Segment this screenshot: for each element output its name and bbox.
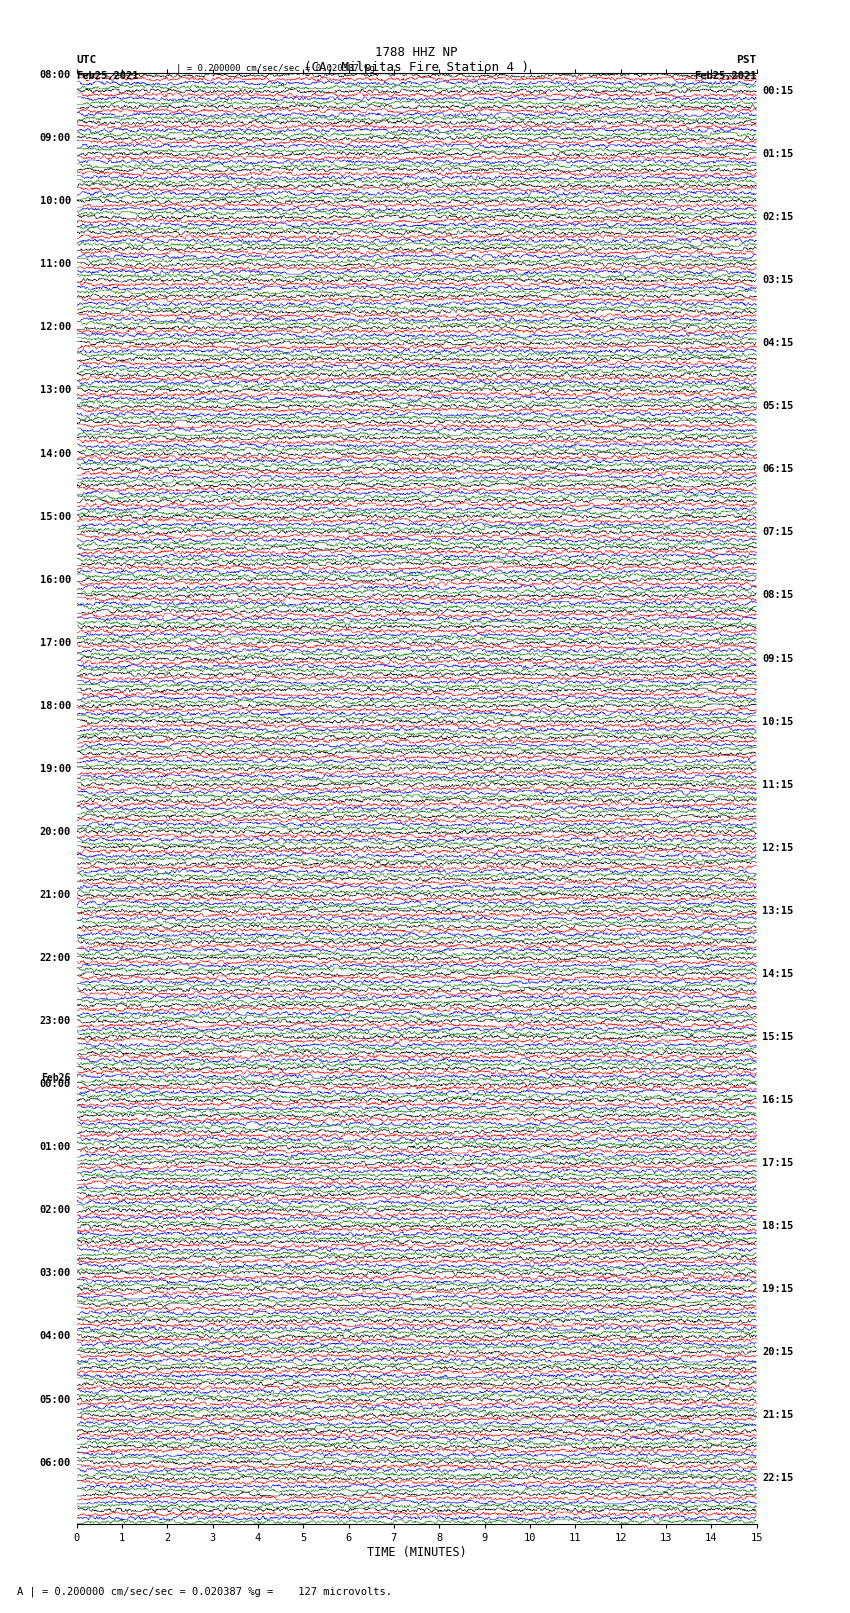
- Text: 15:15: 15:15: [762, 1032, 793, 1042]
- Text: 17:15: 17:15: [762, 1158, 793, 1168]
- Text: 05:15: 05:15: [762, 402, 793, 411]
- X-axis label: TIME (MINUTES): TIME (MINUTES): [366, 1547, 467, 1560]
- Text: 20:15: 20:15: [762, 1347, 793, 1357]
- Text: 15:00: 15:00: [40, 511, 71, 521]
- Text: 02:15: 02:15: [762, 211, 793, 223]
- Text: Feb26: Feb26: [42, 1073, 71, 1084]
- Text: A | = 0.200000 cm/sec/sec = 0.020387 %g =    127 microvolts.: A | = 0.200000 cm/sec/sec = 0.020387 %g …: [17, 1586, 392, 1597]
- Text: 21:00: 21:00: [40, 890, 71, 900]
- Text: 22:15: 22:15: [762, 1473, 793, 1484]
- Text: 08:00: 08:00: [40, 69, 71, 81]
- Text: 05:00: 05:00: [40, 1395, 71, 1405]
- Text: 12:15: 12:15: [762, 842, 793, 853]
- Text: 01:15: 01:15: [762, 148, 793, 160]
- Text: 06:15: 06:15: [762, 465, 793, 474]
- Text: 04:15: 04:15: [762, 339, 793, 348]
- Text: 09:15: 09:15: [762, 653, 793, 663]
- Text: 00:15: 00:15: [762, 85, 793, 95]
- Text: 21:15: 21:15: [762, 1410, 793, 1421]
- Text: 14:00: 14:00: [40, 448, 71, 458]
- Text: 10:00: 10:00: [40, 197, 71, 206]
- Text: 07:15: 07:15: [762, 527, 793, 537]
- Text: 10:15: 10:15: [762, 716, 793, 726]
- Text: 23:00: 23:00: [40, 1016, 71, 1026]
- Text: 13:15: 13:15: [762, 907, 793, 916]
- Text: 16:15: 16:15: [762, 1095, 793, 1105]
- Text: 01:00: 01:00: [40, 1142, 71, 1152]
- Text: 00:00: 00:00: [40, 1079, 71, 1089]
- Text: 04:00: 04:00: [40, 1331, 71, 1342]
- Text: 02:00: 02:00: [40, 1205, 71, 1215]
- Text: UTC: UTC: [76, 55, 97, 65]
- Text: 19:00: 19:00: [40, 765, 71, 774]
- Text: Feb25,2021: Feb25,2021: [76, 71, 139, 81]
- Text: 13:00: 13:00: [40, 386, 71, 395]
- Text: 17:00: 17:00: [40, 637, 71, 648]
- Text: 06:00: 06:00: [40, 1458, 71, 1468]
- Text: Feb25,2021: Feb25,2021: [694, 71, 756, 81]
- Text: 11:00: 11:00: [40, 260, 71, 269]
- Text: 03:00: 03:00: [40, 1268, 71, 1279]
- Text: 16:00: 16:00: [40, 574, 71, 584]
- Text: 11:15: 11:15: [762, 779, 793, 790]
- Text: 18:00: 18:00: [40, 700, 71, 711]
- Text: | = 0.200000 cm/sec/sec = 0.020387 %g: | = 0.200000 cm/sec/sec = 0.020387 %g: [176, 65, 375, 73]
- Text: 14:15: 14:15: [762, 969, 793, 979]
- Text: 09:00: 09:00: [40, 134, 71, 144]
- Text: 12:00: 12:00: [40, 323, 71, 332]
- Text: 19:15: 19:15: [762, 1284, 793, 1294]
- Title: 1788 HHZ NP
(CA; Milpitas Fire Station 4 ): 1788 HHZ NP (CA; Milpitas Fire Station 4…: [304, 47, 529, 74]
- Text: PST: PST: [736, 55, 756, 65]
- Text: 03:15: 03:15: [762, 276, 793, 286]
- Text: 18:15: 18:15: [762, 1221, 793, 1231]
- Text: 22:00: 22:00: [40, 953, 71, 963]
- Text: 20:00: 20:00: [40, 827, 71, 837]
- Text: 08:15: 08:15: [762, 590, 793, 600]
